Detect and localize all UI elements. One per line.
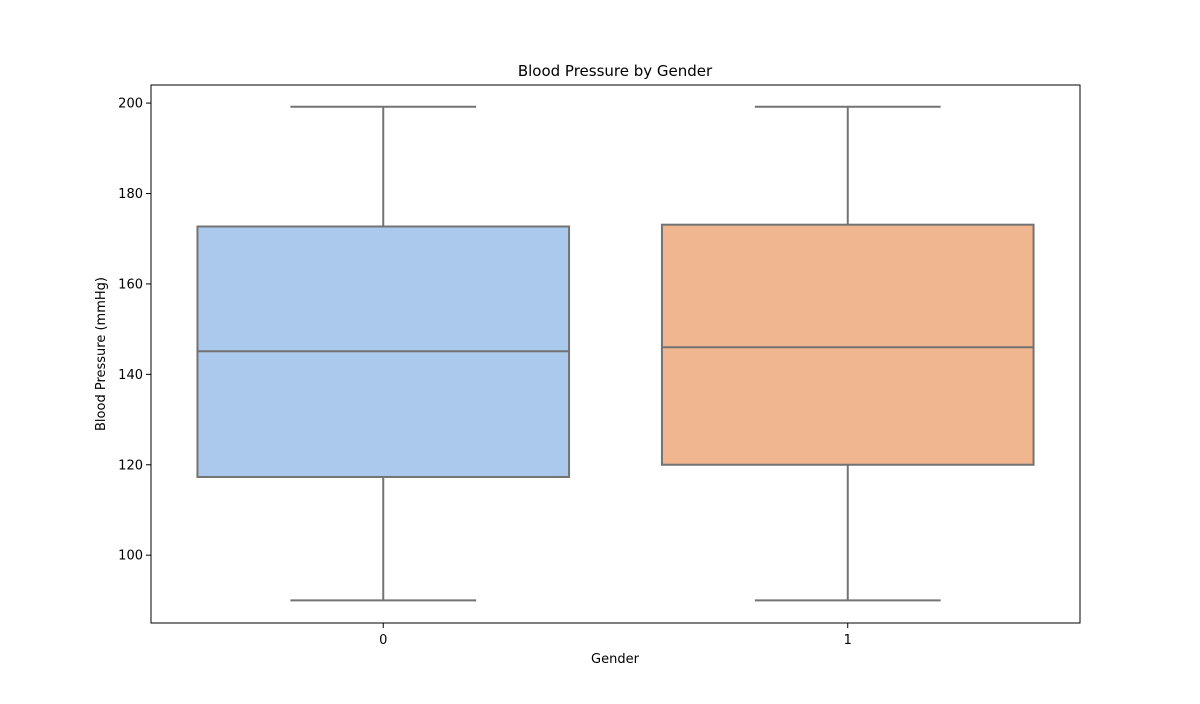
box-group-0 [196, 105, 571, 602]
y-tick-label: 140 [118, 368, 143, 383]
y-tick-label: 180 [118, 187, 143, 202]
chart-title: Blood Pressure by Gender [518, 62, 713, 80]
x-tick-label: 1 [844, 633, 852, 648]
x-tick-label: 0 [379, 633, 387, 648]
y-axis-label: Blood Pressure (mmHg) [94, 277, 109, 431]
y-tick-label: 160 [118, 277, 143, 292]
axes-frame [150, 84, 1081, 624]
plot-area: 100 120 140 160 180 200 0 1 [118, 84, 1081, 648]
box-group-1 [660, 105, 1035, 602]
y-tick-label: 200 [118, 97, 143, 112]
y-tick-label: 100 [118, 549, 143, 564]
y-tick-label: 120 [118, 458, 143, 473]
iqr-box [660, 223, 1035, 466]
x-axis-label: Gender [591, 652, 640, 667]
